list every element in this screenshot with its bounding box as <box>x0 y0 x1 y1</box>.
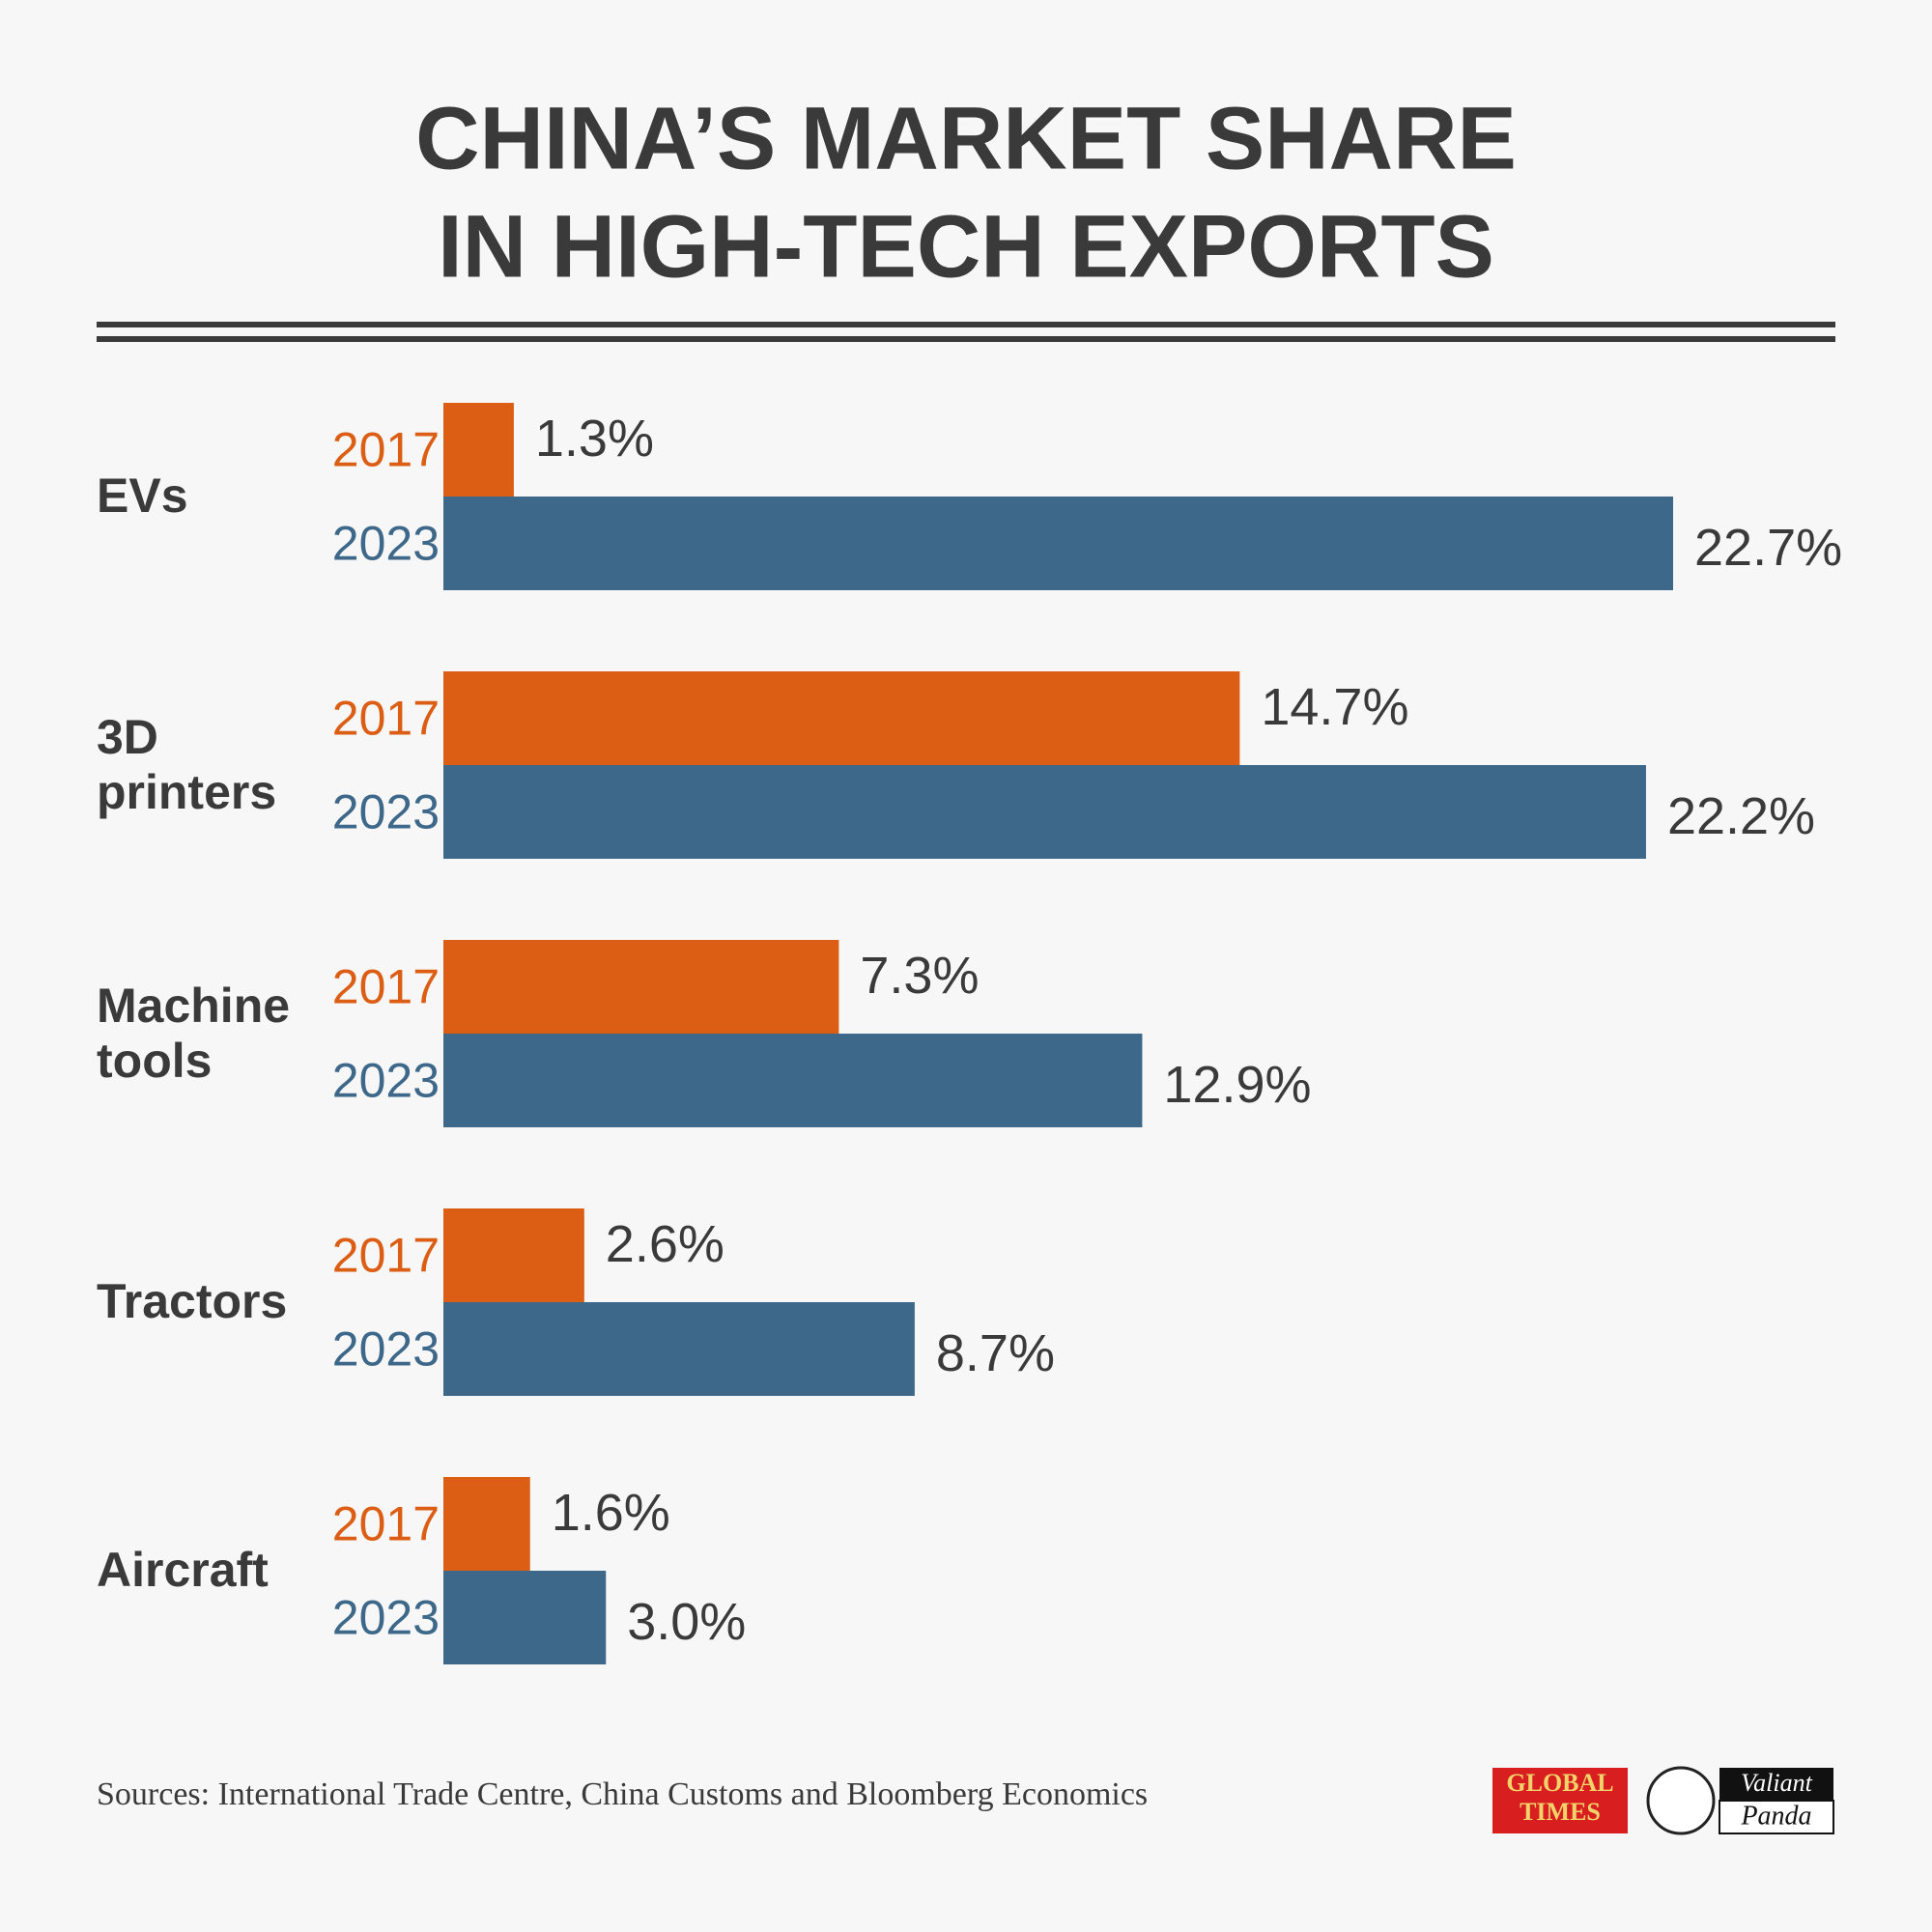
chart-title: IN HIGH-TECH EXPORTS <box>438 197 1494 296</box>
bar <box>443 1034 1143 1127</box>
series-label: 2023 <box>332 1591 440 1645</box>
series-label: 2017 <box>332 1497 440 1551</box>
series-label: 2023 <box>332 1322 440 1377</box>
bar <box>443 1571 607 1664</box>
value-label: 14.7% <box>1261 678 1408 736</box>
series-label: 2017 <box>332 1229 440 1283</box>
value-label: 22.2% <box>1667 787 1815 845</box>
category-label: 3D printers <box>97 709 277 820</box>
bar <box>443 1208 584 1302</box>
bar <box>443 1477 530 1571</box>
value-label: 3.0% <box>627 1593 746 1651</box>
bar <box>443 403 514 497</box>
rule <box>97 322 1835 327</box>
value-label: 12.9% <box>1163 1056 1311 1114</box>
source: Sources: International Trade Centre, Chi… <box>97 1776 1148 1812</box>
value-label: 8.7% <box>936 1324 1055 1382</box>
logo-text: Panda <box>1740 1801 1811 1831</box>
bar <box>443 497 1673 590</box>
logo-panda <box>1646 1766 1716 1835</box>
value-label: 7.3% <box>860 947 979 1005</box>
logo <box>1719 1768 1833 1801</box>
logo <box>1492 1768 1628 1833</box>
value-label: 1.3% <box>535 410 654 468</box>
value-label: 2.6% <box>606 1215 724 1273</box>
logo-text: GLOBAL <box>1506 1769 1613 1797</box>
bar <box>443 1302 915 1396</box>
logo-text: TIMES <box>1520 1798 1601 1826</box>
chart-title: CHINA’S MARKET SHARE <box>415 89 1517 187</box>
bar <box>443 940 839 1034</box>
series-label: 2017 <box>332 960 440 1014</box>
category-label: EVs <box>97 469 188 524</box>
bar <box>443 765 1646 859</box>
series-label: 2017 <box>332 692 440 746</box>
series-label: 2023 <box>332 517 440 571</box>
logo-text: Valiant <box>1741 1769 1812 1797</box>
value-label: 22.7% <box>1694 519 1842 577</box>
rule <box>97 336 1835 342</box>
bar <box>443 671 1240 765</box>
series-label: 2017 <box>332 423 440 477</box>
category-label: Aircraft <box>97 1543 269 1598</box>
logo <box>1719 1800 1834 1834</box>
series-label: 2023 <box>332 1054 440 1108</box>
series-label: 2023 <box>332 785 440 839</box>
category-label: Tractors <box>97 1274 288 1329</box>
value-label: 1.6% <box>552 1484 670 1542</box>
category-label: Machine tools <box>97 978 291 1089</box>
